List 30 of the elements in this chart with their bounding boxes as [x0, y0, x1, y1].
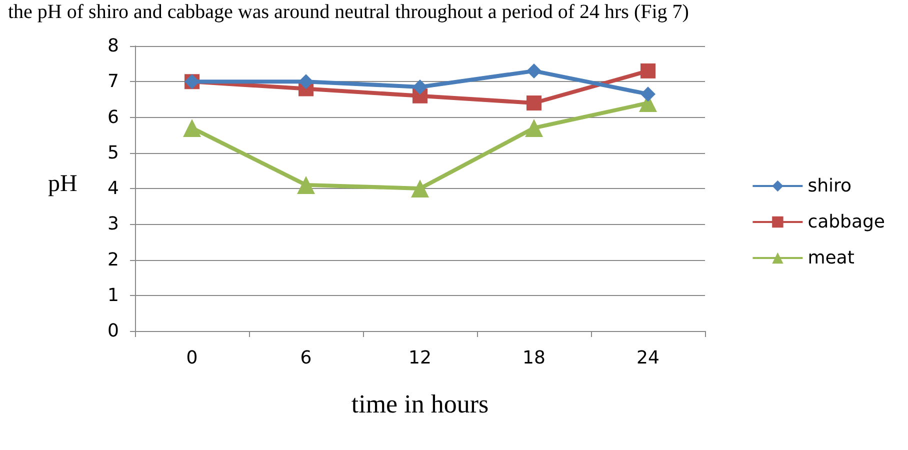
point	[526, 96, 542, 110]
point	[640, 86, 656, 102]
y-tick-label: 7	[108, 71, 119, 92]
y-axis-title: pH	[48, 171, 78, 197]
y-tick-label: 8	[108, 36, 119, 56]
point	[297, 176, 315, 194]
y-tick-label: 0	[108, 320, 119, 342]
point	[298, 74, 314, 90]
point	[525, 118, 543, 137]
y-tick-label: 6	[108, 106, 119, 128]
text: the pH of shiro and cabbage was around neutral throughout a period of 24 hrs (Fig 7)	[8, 1, 689, 23]
legend-label: meat	[808, 248, 854, 268]
x-tick-label: 18	[522, 348, 546, 368]
legend-label: cabbage	[808, 212, 886, 232]
x-tick-label: 0	[186, 348, 198, 368]
point	[411, 180, 429, 198]
x-tick-label: 24	[636, 348, 660, 368]
y-tick-label: 5	[108, 142, 119, 164]
y-tick-label: 1	[108, 284, 119, 306]
point	[183, 118, 201, 137]
point	[640, 63, 656, 78]
point	[526, 63, 542, 78]
point	[412, 79, 428, 94]
y-tick-label: 3	[108, 214, 119, 235]
x-axis-title: time in hours	[351, 390, 489, 418]
x-tick-label: 12	[408, 348, 432, 368]
x-tick-label: 6	[300, 348, 312, 368]
legend-label: shiro	[808, 176, 852, 196]
y-tick-label: 2	[108, 249, 119, 270]
y-tick-label: 4	[108, 178, 119, 199]
